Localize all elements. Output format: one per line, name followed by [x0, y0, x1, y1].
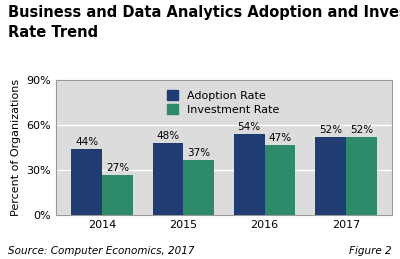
Text: 54%: 54% — [238, 122, 261, 132]
Text: 37%: 37% — [187, 148, 210, 158]
Bar — [315, 137, 346, 215]
Bar — [265, 145, 296, 215]
Bar — [102, 175, 133, 215]
Bar — [152, 143, 183, 215]
Bar — [234, 134, 265, 215]
Text: 48%: 48% — [156, 131, 180, 141]
Text: Figure 2: Figure 2 — [349, 246, 392, 256]
Text: 52%: 52% — [319, 125, 342, 135]
Bar — [183, 160, 214, 215]
Bar — [71, 149, 102, 215]
Text: Source: Computer Economics, 2017: Source: Computer Economics, 2017 — [8, 246, 194, 256]
Text: 44%: 44% — [75, 137, 98, 147]
Text: 47%: 47% — [268, 133, 292, 143]
Bar — [346, 137, 377, 215]
Text: Business and Data Analytics Adoption and Investment
Rate Trend: Business and Data Analytics Adoption and… — [8, 5, 400, 40]
Legend: Adoption Rate, Investment Rate: Adoption Rate, Investment Rate — [162, 86, 284, 120]
Text: 52%: 52% — [350, 125, 373, 135]
Text: 27%: 27% — [106, 163, 129, 173]
Y-axis label: Percent of Organizations: Percent of Organizations — [11, 79, 21, 216]
